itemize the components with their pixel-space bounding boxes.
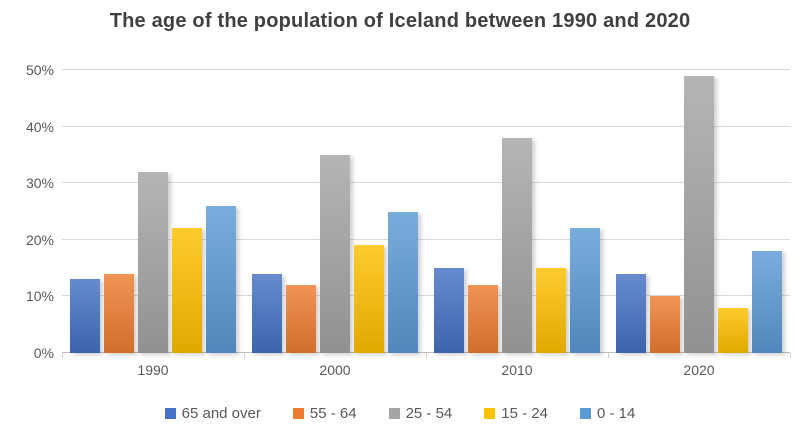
legend-label-65-and-over: 65 and over — [181, 405, 261, 422]
bar-65-and-over-1990 — [70, 279, 100, 353]
gridline-10 — [62, 295, 790, 297]
bar-55-64-1990 — [104, 273, 134, 353]
bar-0-14-2000 — [388, 211, 418, 353]
bar-55-64-2000 — [286, 285, 316, 353]
y-tick-label-40: 40% — [25, 118, 54, 135]
legend-label-55-64: 55 - 64 — [309, 405, 357, 422]
bar-0-14-2020 — [752, 251, 782, 353]
legend-swatch-25-54 — [388, 408, 400, 419]
legend-item-65-and-over: 65 and over — [164, 405, 261, 422]
y-tick-label-10: 10% — [25, 288, 54, 305]
legend-swatch-55-64 — [292, 408, 304, 419]
legend-item-0-14: 0 - 14 — [579, 405, 636, 422]
legend-item-15-24: 15 - 24 — [484, 405, 548, 422]
legend-item-55-64: 55 - 64 — [292, 405, 357, 422]
gridline-20 — [62, 238, 790, 240]
gridline-50 — [62, 69, 790, 70]
x-axis-tick — [244, 353, 245, 358]
bar-65-and-over-2000 — [252, 273, 282, 353]
bar-25-54-1990 — [138, 171, 168, 353]
bar-group-1990 — [62, 70, 244, 353]
legend-swatch-15-24 — [484, 408, 496, 419]
x-axis-label-1990: 1990 — [137, 362, 169, 378]
x-axis-tick — [426, 353, 427, 358]
legend-swatch-65-and-over — [164, 408, 176, 419]
bar-groups — [62, 70, 790, 353]
gridline-30 — [62, 182, 790, 184]
x-axis-label-2020: 2020 — [683, 362, 715, 378]
y-tick-label-0: 0% — [33, 345, 54, 361]
bar-group-2020 — [608, 70, 790, 353]
bar-65-and-over-2020 — [616, 273, 646, 353]
plot-area: 0% 10% 20% 30% 40% 50% — [26, 62, 791, 361]
bar-25-54-2010 — [502, 137, 532, 353]
x-axis-tick — [62, 353, 63, 358]
bar-0-14-1990 — [206, 205, 236, 353]
x-axis-label-2000: 2000 — [319, 362, 351, 378]
legend-item-25-54: 25 - 54 — [388, 405, 453, 422]
bar-0-14-2010 — [570, 228, 600, 353]
x-axis-label-2010: 2010 — [501, 362, 533, 378]
x-axis-tick — [790, 353, 791, 358]
x-axis-line — [62, 352, 790, 353]
legend-label-15-24: 15 - 24 — [501, 405, 548, 422]
y-tick-label-50: 50% — [25, 62, 54, 78]
y-tick-label-20: 20% — [25, 231, 54, 248]
bar-55-64-2020 — [650, 296, 680, 353]
x-axis: 1990 2000 2010 2020 — [62, 362, 790, 378]
y-tick-label-30: 30% — [25, 175, 54, 192]
bar-25-54-2020 — [684, 75, 714, 353]
bar-15-24-2000 — [354, 245, 384, 353]
gridline-40 — [62, 125, 790, 127]
bar-65-and-over-2010 — [434, 268, 464, 353]
bar-55-64-2010 — [468, 285, 498, 353]
bar-25-54-2000 — [320, 154, 350, 353]
chart-title: The age of the population of Iceland bet… — [109, 10, 691, 32]
bar-15-24-1990 — [172, 228, 202, 353]
legend-label-25-54: 25 - 54 — [405, 405, 453, 422]
bar-group-2010 — [426, 70, 608, 353]
bar-group-2000 — [244, 70, 426, 353]
x-axis-tick — [608, 353, 609, 358]
bar-15-24-2020 — [718, 307, 748, 353]
legend: 65 and over 55 - 64 25 - 54 15 - 24 0 - 14 — [0, 405, 800, 422]
legend-swatch-0-14 — [579, 408, 591, 419]
legend-label-0-14: 0 - 14 — [596, 405, 636, 422]
bar-15-24-2010 — [536, 268, 566, 353]
